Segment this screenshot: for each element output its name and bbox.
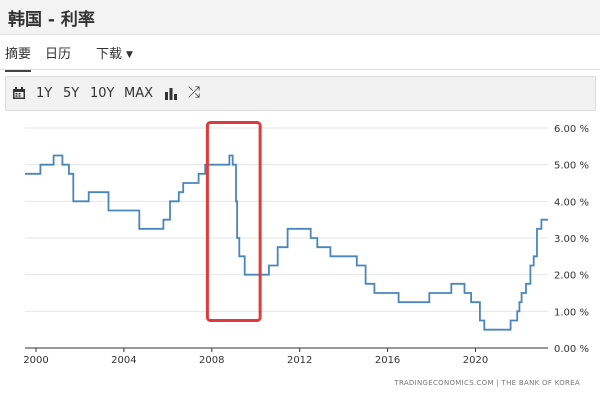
tab-summary[interactable]: 摘要: [5, 43, 32, 72]
series-layer: [25, 154, 548, 331]
tab-download-label: 下载: [96, 47, 123, 62]
highlight-box: [205, 121, 262, 322]
title-bar: 韩国 - 利率: [0, 0, 600, 35]
x-tick-label: 2012: [287, 355, 312, 366]
grid-lines: [25, 127, 548, 312]
y-tick-label: 0.00 %: [554, 344, 589, 355]
tab-bar: 摘要 日历 下载 ▼: [0, 35, 600, 72]
y-tick-label: 4.00 %: [554, 197, 589, 208]
chart-toolbar: 1Y 5Y 10Y MAX ⤮: [5, 76, 596, 111]
axes: 0.00 % 1.00 % 2.00 % 3.00 % 4.00 % 5.00 % 6.00…: [23, 124, 589, 366]
shuffle-icon[interactable]: ⤮: [188, 83, 201, 101]
calendar-icon[interactable]: [12, 86, 26, 104]
bar-chart-icon[interactable]: [164, 87, 178, 104]
caret-down-icon: ▼: [126, 50, 133, 60]
x-tick-label: 2004: [111, 355, 136, 366]
range-max-button[interactable]: MAX: [124, 86, 154, 101]
range-10y-button[interactable]: 10Y: [90, 86, 115, 101]
tab-calendar[interactable]: 日历: [45, 47, 72, 62]
rate-chart: 0.00 % 1.00 % 2.00 % 3.00 % 4.00 % 5.00 % 6.00…: [23, 121, 589, 387]
y-tick-label: 6.00 %: [554, 124, 589, 135]
x-tick-label: 2020: [463, 355, 488, 366]
x-tick-label: 2008: [199, 355, 224, 366]
range-1y-button[interactable]: 1Y: [36, 86, 53, 101]
tab-download[interactable]: 下载 ▼: [96, 43, 133, 62]
y-tick-label: 5.00 %: [554, 161, 589, 172]
rate-series-line: [25, 154, 548, 331]
x-tick-label: 2016: [375, 355, 400, 366]
range-5y-button[interactable]: 5Y: [63, 86, 80, 101]
y-tick-label: 1.00 %: [554, 307, 589, 318]
x-tick-label: 2000: [23, 355, 48, 366]
y-tick-label: 2.00 %: [554, 271, 589, 282]
source-note: TRADINGECONOMICS.COM | THE BANK OF KOREA: [393, 379, 580, 387]
page-title: 韩国 - 利率: [8, 10, 95, 30]
y-tick-label: 3.00 %: [554, 234, 589, 245]
